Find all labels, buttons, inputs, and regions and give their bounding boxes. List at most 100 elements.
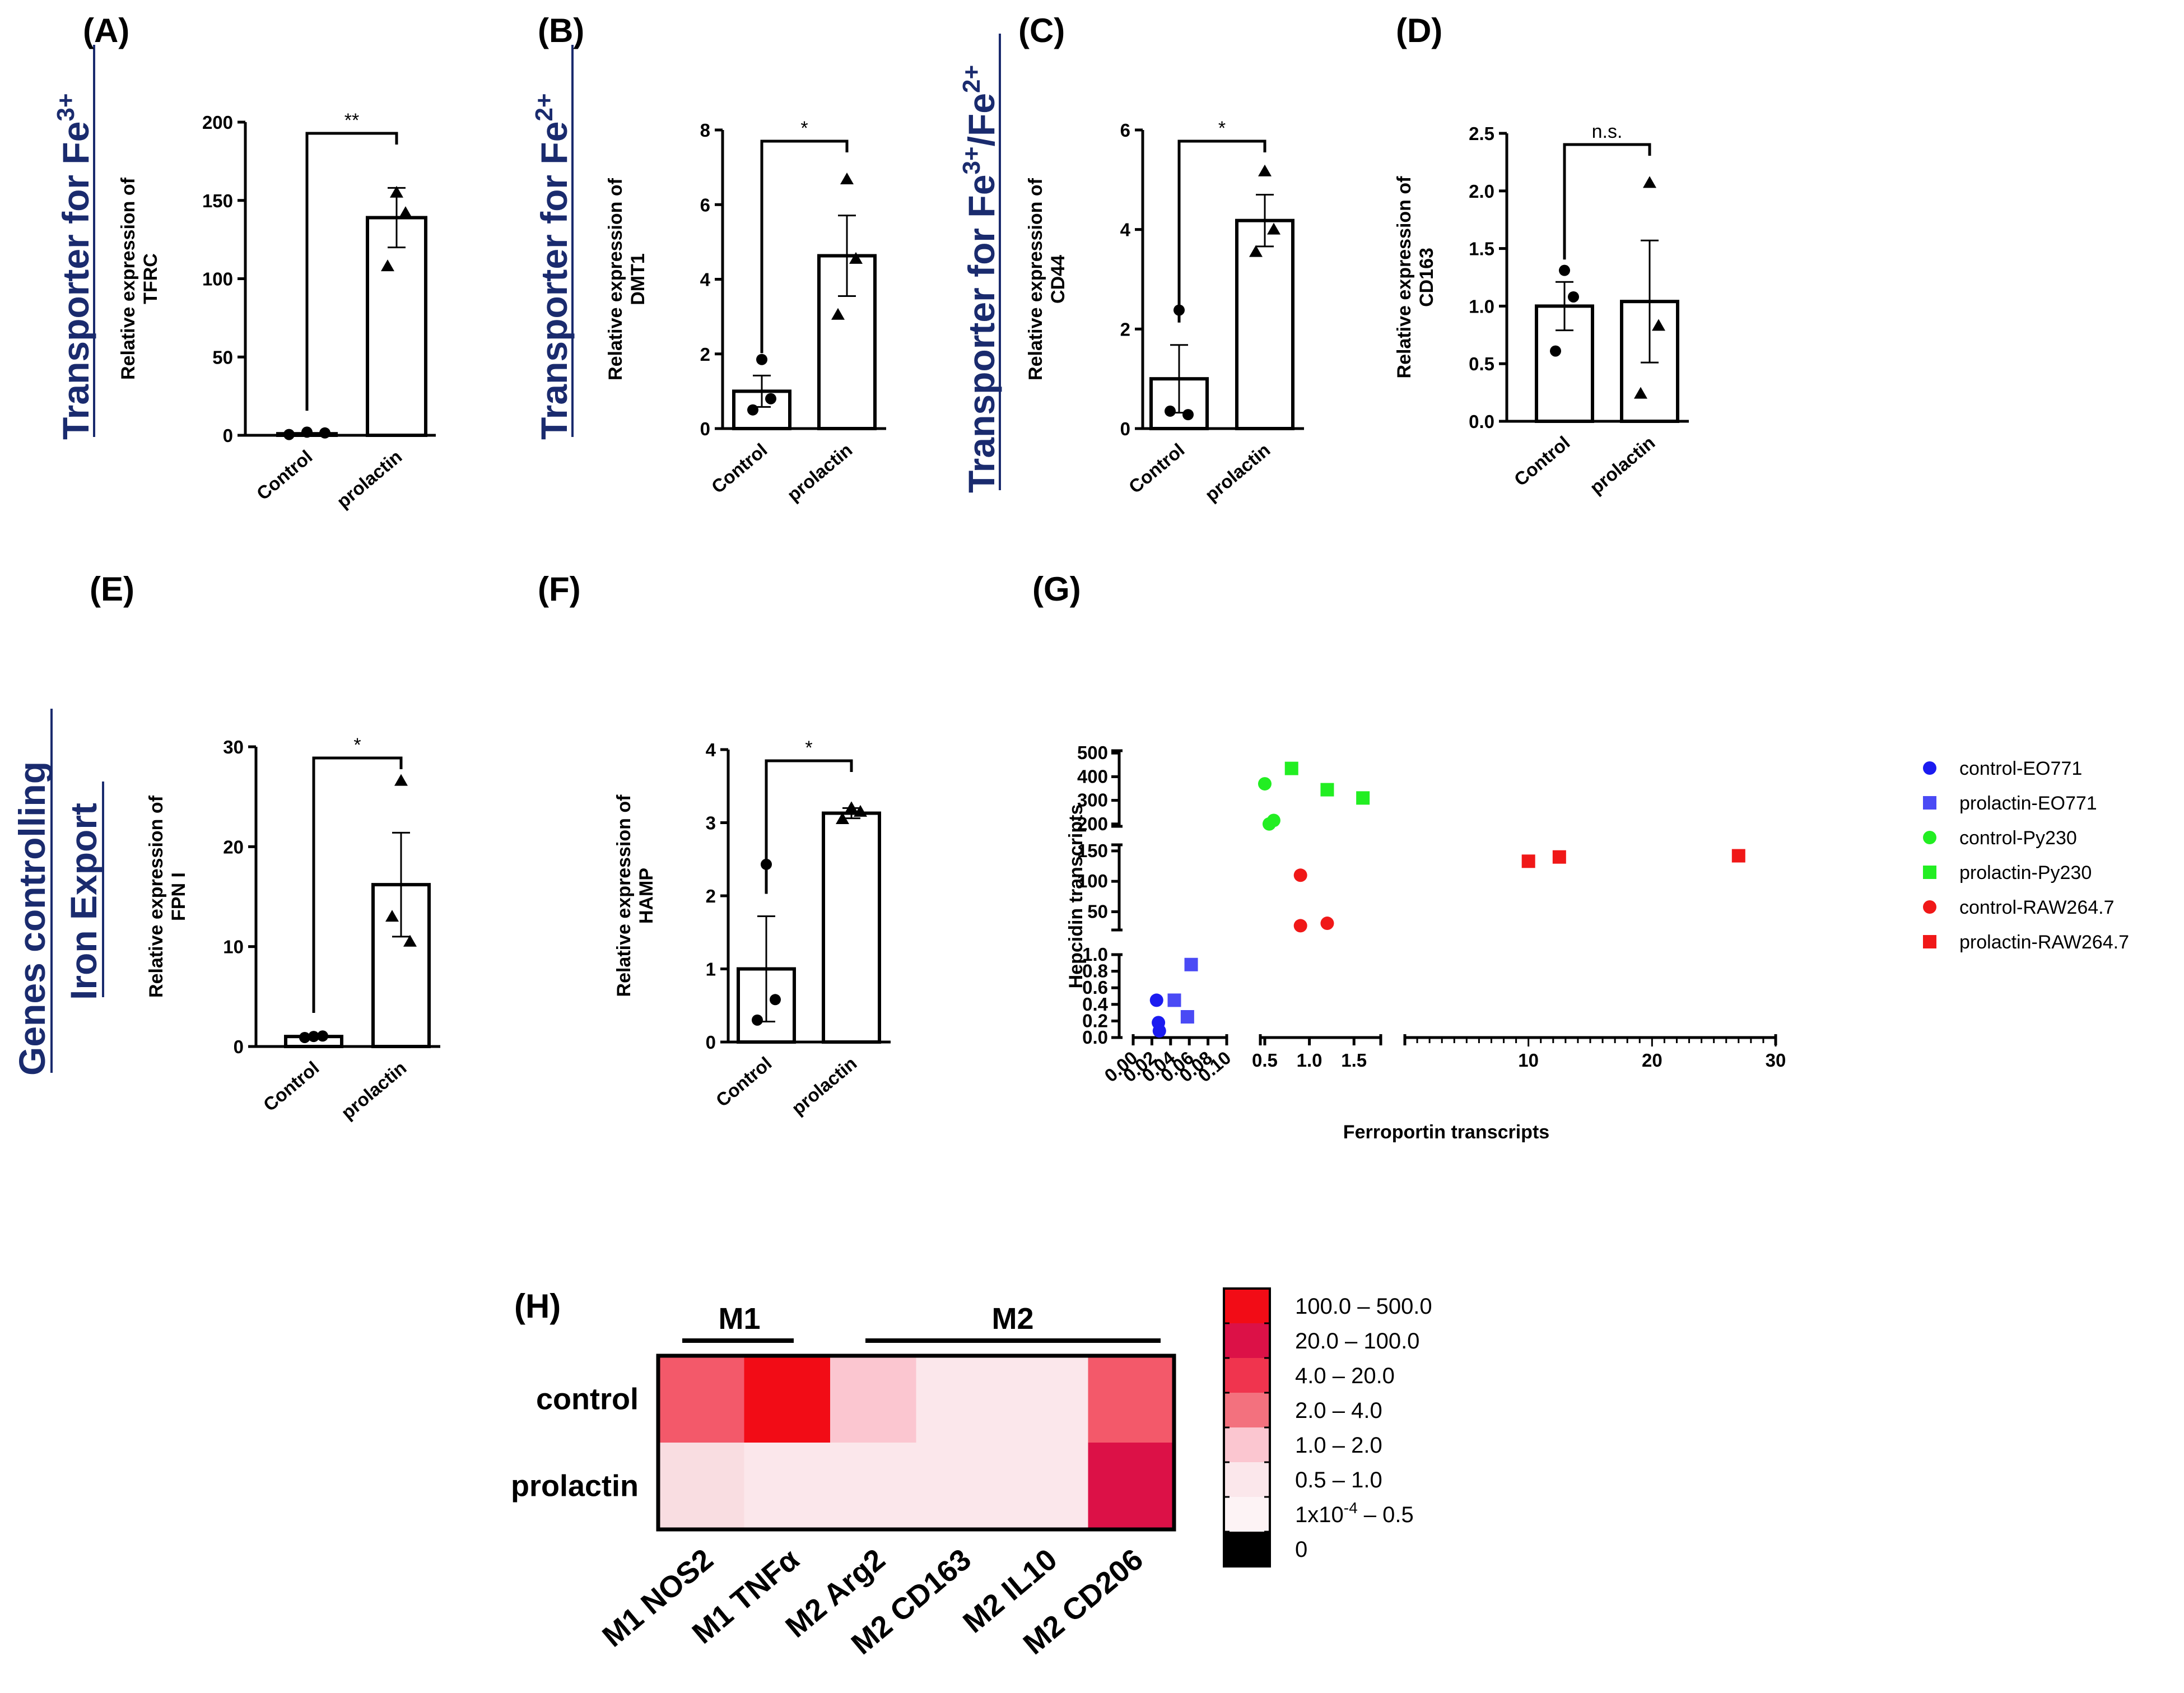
data-point <box>381 259 394 272</box>
data-point <box>1267 222 1280 235</box>
x-tick-label: Control <box>707 439 771 497</box>
legend-marker <box>1923 831 1936 844</box>
bar-chart-e: 0 10 20 30 Control prolactin * Relative express… <box>146 734 440 1123</box>
significance-bracket <box>765 759 853 894</box>
y-tick-label: 500 <box>1077 742 1108 763</box>
y-tick-label: 2.0 <box>1469 181 1494 202</box>
y-tick-label: 4 <box>700 269 711 290</box>
y-tick-label: 0.0 <box>1082 1027 1108 1048</box>
legend-bin-label: 1.0 – 2.0 <box>1295 1433 1382 1458</box>
data-point <box>1165 405 1176 417</box>
scatter-point <box>1152 1024 1166 1038</box>
heatmap-row-label: control <box>536 1383 639 1416</box>
x-tick-label: prolactin <box>337 1057 411 1123</box>
heatmap-cell <box>830 1443 916 1530</box>
heatmap-cell <box>1088 1356 1175 1443</box>
data-point <box>403 934 417 947</box>
y-tick-label: 1 <box>706 959 716 980</box>
y-tick-label: 0.4 <box>1082 994 1109 1015</box>
bar-chart-c: 0 2 4 6 Control prolactin * Relative expression… <box>1025 118 1304 505</box>
side-title-e-line1: Genes controlling <box>11 761 53 1076</box>
x-tick-label: Control <box>1125 439 1189 497</box>
legend-label: prolactin-Py230 <box>1959 862 2092 883</box>
y-tick-label: 0 <box>234 1036 244 1057</box>
heatmap-border <box>656 1354 1176 1532</box>
data-point <box>1568 291 1579 303</box>
side-title-c: Transporter for Fe3+/Fe2+ <box>958 65 1002 493</box>
side-title-b: Transporter for Fe2+ <box>530 93 575 440</box>
significance-label: n.s. <box>1592 121 1623 142</box>
scatter-point <box>1731 849 1745 863</box>
x-tick-label: prolactin <box>1586 432 1659 498</box>
legend-bin-label: 0 <box>1295 1537 1307 1562</box>
data-point <box>1182 409 1194 421</box>
x-tick-label: 1.0 <box>1297 1050 1322 1071</box>
scatter-point <box>1184 957 1198 971</box>
legend-swatch <box>1224 1393 1270 1427</box>
scatter-point <box>1293 868 1307 882</box>
data-point <box>1634 387 1647 399</box>
data-point <box>765 393 776 404</box>
scatter-point <box>1552 850 1566 864</box>
panel-label-d: (D) <box>1396 12 1442 49</box>
legend-bin-label: 2.0 – 4.0 <box>1295 1398 1382 1423</box>
scatter-legend: control-EO771 prolactin-EO771 control-Py23… <box>1923 758 2129 953</box>
x-tick-label: prolactin <box>1201 439 1274 505</box>
data-point <box>283 429 295 440</box>
heatmap-group-m1: M1 <box>718 1302 760 1336</box>
bar <box>366 216 427 437</box>
data-point <box>1643 176 1656 188</box>
data-point <box>756 354 767 365</box>
bar-chart-f: 0 1 2 3 4 Control prolactin * Relative expressio… <box>613 737 891 1119</box>
legend-marker <box>1923 761 1936 775</box>
heatmap-cell <box>1002 1443 1088 1530</box>
heatmap-cell <box>744 1443 831 1530</box>
y-tick-label: 2 <box>1120 319 1130 339</box>
legend-swatch <box>1224 1532 1270 1566</box>
scatter-point <box>1320 783 1334 797</box>
legend-marker <box>1923 796 1936 810</box>
y-tick-label: 0.2 <box>1082 1010 1108 1031</box>
data-point <box>752 1014 763 1026</box>
legend-label: control-RAW264.7 <box>1959 897 2115 918</box>
y-tick-label: 0.6 <box>1082 977 1108 998</box>
scatter-point <box>1258 777 1272 791</box>
scatter-point <box>1320 917 1334 931</box>
data-point <box>385 910 399 922</box>
significance-label: * <box>353 734 361 756</box>
legend-swatch <box>1224 1497 1270 1532</box>
x-tick-label: prolactin <box>788 1053 861 1119</box>
y-tick-label: 200 <box>202 112 233 133</box>
bar <box>1235 218 1294 430</box>
heatmap-cell <box>830 1356 916 1443</box>
scatter-point <box>1521 854 1535 868</box>
y-tick-label: 50 <box>212 347 233 368</box>
significance-bracket <box>760 139 849 354</box>
legend-marker <box>1923 935 1936 948</box>
y-tick-label: 2.5 <box>1469 123 1494 144</box>
panel-label-c: (C) <box>1018 12 1065 49</box>
data-point <box>831 308 845 320</box>
data-point <box>840 172 854 184</box>
panel-label-h: (H) <box>514 1287 561 1325</box>
data-point <box>849 252 863 264</box>
legend-bin-label: 1x10-4 – 0.5 <box>1295 1499 1414 1527</box>
legend-border <box>1223 1287 1271 1568</box>
legend-swatch <box>1224 1289 1270 1323</box>
significance-label: * <box>1218 118 1226 139</box>
x-tick-label: Control <box>1510 432 1574 490</box>
x-tick-label: Control <box>259 1057 323 1115</box>
significance-bracket <box>1563 143 1651 260</box>
data-point <box>319 427 330 439</box>
significance-bracket <box>1177 139 1266 323</box>
data-point <box>299 1031 310 1043</box>
y-tick-label: 400 <box>1077 766 1108 787</box>
scatter-xlabel: Ferroportin transcripts <box>1343 1122 1549 1143</box>
panel-label-f: (F) <box>538 570 581 608</box>
y-tick-label: 6 <box>700 194 710 215</box>
significance-bracket <box>312 756 403 1013</box>
legend-bin-label: 100.0 – 500.0 <box>1295 1294 1432 1319</box>
scatter-ylabel: Hepcidin transcripts <box>1065 804 1087 989</box>
y-tick-label: 10 <box>223 937 244 957</box>
y-tick-label: 1.0 <box>1469 296 1494 317</box>
